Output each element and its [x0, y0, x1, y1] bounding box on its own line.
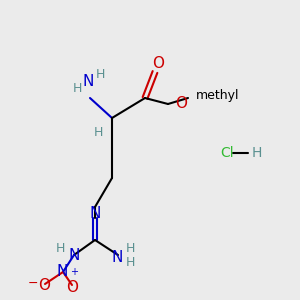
Text: H: H — [126, 242, 135, 256]
Text: H: H — [252, 146, 262, 160]
Text: H: H — [126, 256, 135, 268]
Text: O: O — [66, 280, 78, 295]
Text: N: N — [56, 265, 68, 280]
Text: O: O — [38, 278, 50, 292]
Text: O: O — [152, 56, 164, 70]
Text: −: − — [28, 277, 38, 290]
Text: +: + — [70, 267, 78, 277]
Text: H: H — [56, 242, 65, 256]
Text: H: H — [72, 82, 82, 94]
Text: H: H — [93, 127, 103, 140]
Text: N: N — [111, 250, 123, 265]
Text: Cl: Cl — [220, 146, 234, 160]
Text: N: N — [82, 74, 94, 89]
Text: N: N — [89, 206, 101, 220]
Text: H: H — [95, 68, 105, 80]
Text: N: N — [68, 248, 80, 263]
Text: methyl: methyl — [196, 88, 239, 101]
Text: O: O — [175, 97, 187, 112]
